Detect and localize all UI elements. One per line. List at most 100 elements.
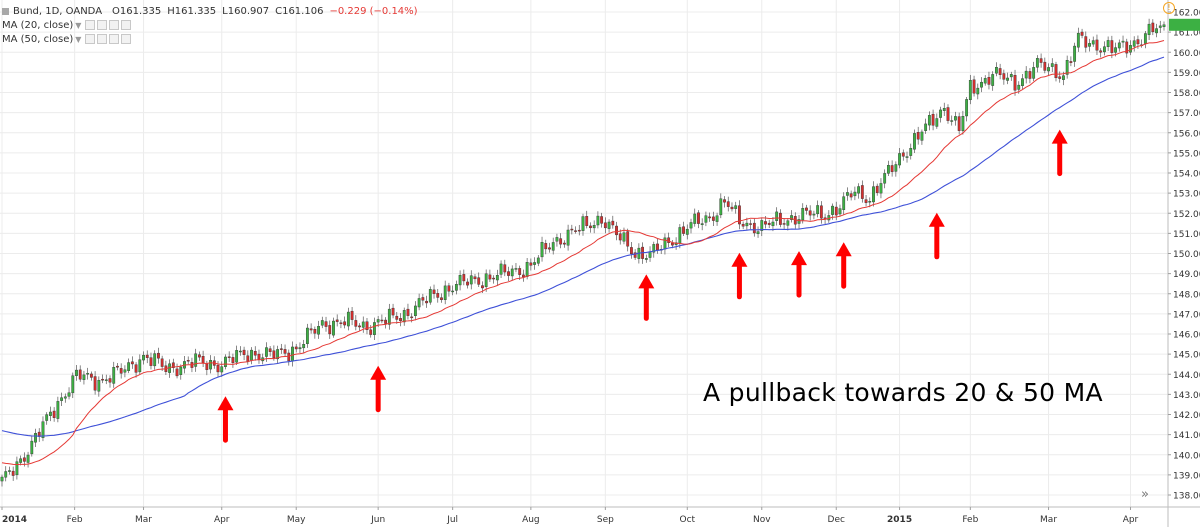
candle-body bbox=[968, 80, 972, 101]
high-value: H161.335 bbox=[167, 5, 217, 17]
candle bbox=[1117, 39, 1121, 52]
candle-body bbox=[354, 320, 358, 327]
legend: Bund, 1D, OANDA O161.335 H161.335 L160.9… bbox=[0, 4, 424, 46]
price-axis[interactable]: 138.000 139.000 140.000 141.000 142.000 143.0… bbox=[1168, 9, 1200, 502]
candle bbox=[656, 238, 659, 254]
candle bbox=[138, 354, 142, 376]
candle bbox=[812, 210, 816, 220]
candle bbox=[775, 207, 779, 226]
candle bbox=[730, 202, 734, 212]
candle-body bbox=[138, 359, 142, 373]
candle-body bbox=[60, 397, 63, 401]
candle-body bbox=[231, 357, 235, 363]
candle bbox=[242, 346, 246, 361]
candle bbox=[276, 345, 280, 364]
candle bbox=[1147, 18, 1151, 41]
candle-body bbox=[339, 322, 343, 324]
candle bbox=[711, 211, 715, 227]
candle bbox=[112, 361, 116, 388]
candle bbox=[1058, 71, 1062, 83]
candle-body bbox=[525, 262, 529, 277]
candle-body bbox=[898, 153, 901, 166]
candle bbox=[589, 222, 592, 233]
settings-icon[interactable] bbox=[97, 34, 108, 44]
candle bbox=[682, 221, 685, 237]
settings-icon[interactable] bbox=[97, 20, 108, 30]
legend-ma50-row: MA (50, close) ▼ bbox=[0, 32, 424, 46]
candle bbox=[1021, 74, 1024, 90]
ma20-label[interactable]: MA (20, close) bbox=[2, 19, 74, 31]
candle-body bbox=[145, 354, 149, 358]
arrow-head bbox=[217, 396, 234, 411]
candle bbox=[89, 371, 93, 381]
candle-body bbox=[607, 221, 611, 229]
candle bbox=[916, 126, 920, 145]
candle bbox=[1028, 68, 1032, 84]
candle bbox=[384, 317, 388, 329]
chevron-down-icon[interactable]: ▼ bbox=[75, 34, 82, 44]
candle-body bbox=[950, 120, 954, 122]
candle bbox=[536, 255, 540, 267]
add-icon[interactable] bbox=[109, 20, 120, 30]
candle-body bbox=[1028, 71, 1032, 79]
candle bbox=[726, 196, 730, 212]
candle-body bbox=[1151, 22, 1155, 33]
close-value: C161.106 bbox=[275, 5, 324, 17]
arrow-head bbox=[1051, 129, 1068, 144]
candle bbox=[652, 241, 656, 258]
candle bbox=[529, 258, 533, 271]
candle-body bbox=[767, 222, 771, 225]
candle-body bbox=[864, 199, 868, 203]
chevron-down-icon[interactable]: ▼ bbox=[75, 20, 82, 30]
candle-body bbox=[1125, 41, 1129, 54]
candle-body bbox=[726, 201, 730, 207]
alert-icon[interactable]: ! bbox=[1163, 2, 1175, 14]
candle bbox=[510, 265, 514, 281]
add-icon[interactable] bbox=[109, 34, 120, 44]
candle bbox=[1158, 20, 1162, 33]
time-axis[interactable]: 2014 Feb Mar Apr May Jun Jul Aug Sep Oct Nov Dec 201… bbox=[1, 507, 1139, 525]
y-tick-label: 161.000 bbox=[1173, 29, 1200, 39]
candle-body bbox=[1155, 28, 1158, 34]
candle bbox=[566, 224, 570, 251]
candle-body bbox=[71, 375, 75, 394]
candle bbox=[417, 293, 421, 311]
candle bbox=[142, 351, 145, 365]
eye-icon[interactable] bbox=[85, 20, 96, 30]
candle-body bbox=[801, 208, 805, 221]
candle bbox=[194, 348, 198, 372]
close-icon[interactable] bbox=[121, 34, 132, 44]
candle bbox=[305, 323, 309, 348]
candle bbox=[365, 318, 369, 335]
candle-body bbox=[34, 433, 37, 443]
candle bbox=[86, 367, 90, 380]
scroll-to-latest-button[interactable]: » bbox=[1141, 487, 1149, 502]
candle bbox=[972, 75, 976, 97]
candle bbox=[451, 285, 455, 296]
candle bbox=[339, 319, 343, 329]
candle bbox=[857, 183, 861, 199]
candle-body bbox=[160, 358, 164, 367]
candle-body bbox=[544, 243, 548, 250]
candle-body bbox=[816, 205, 820, 215]
grid bbox=[0, 0, 1168, 507]
candle bbox=[484, 269, 488, 292]
candle bbox=[101, 374, 104, 384]
candle-body bbox=[812, 213, 816, 216]
candle-body bbox=[648, 251, 652, 258]
candle-body bbox=[1047, 67, 1050, 72]
candle-body bbox=[1043, 61, 1047, 71]
ma50-label[interactable]: MA (50, close) bbox=[2, 33, 74, 45]
symbol-label[interactable]: Bund, 1D, OANDA bbox=[13, 5, 103, 17]
candle-body bbox=[704, 215, 708, 223]
candle bbox=[346, 307, 350, 331]
candle bbox=[1035, 55, 1039, 73]
candle-body bbox=[369, 329, 373, 335]
candle bbox=[93, 371, 97, 395]
eye-icon[interactable] bbox=[85, 34, 96, 44]
candle bbox=[186, 356, 190, 365]
arrow-head bbox=[731, 252, 748, 267]
close-icon[interactable] bbox=[121, 20, 132, 30]
